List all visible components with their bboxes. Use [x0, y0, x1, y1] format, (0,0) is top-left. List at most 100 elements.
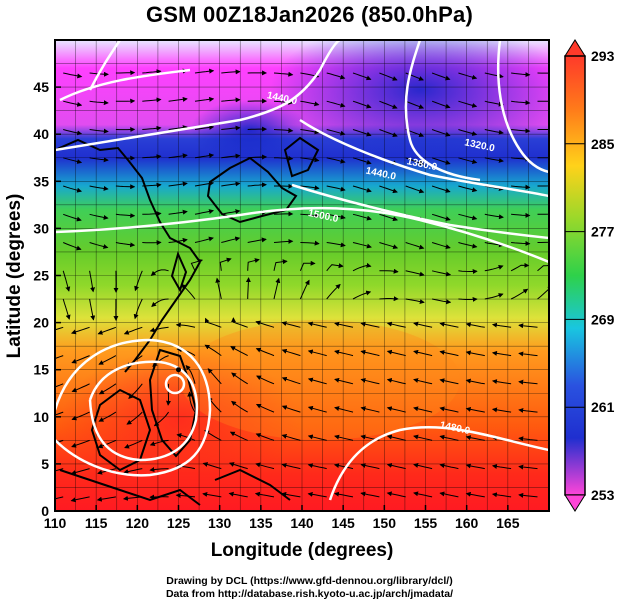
streamline	[299, 260, 316, 271]
streamline	[231, 372, 248, 385]
streamline	[204, 344, 222, 357]
streamline	[89, 100, 109, 106]
streamline	[413, 378, 433, 385]
streamline	[334, 434, 354, 441]
colorbar-tick-label: 285	[591, 136, 615, 152]
streamline	[511, 72, 531, 78]
streamline	[307, 434, 327, 441]
streamline	[458, 157, 478, 165]
streamline	[439, 378, 459, 385]
streamline	[70, 496, 90, 503]
streamline	[413, 491, 433, 498]
streamline	[326, 283, 341, 300]
colorbar-tick-label: 277	[591, 224, 615, 240]
streamline	[537, 213, 549, 215]
streamline	[185, 364, 196, 384]
streamline	[386, 462, 406, 470]
cyclone-center	[176, 367, 181, 373]
streamline	[307, 377, 327, 385]
streamline	[386, 349, 406, 357]
streamline	[484, 265, 504, 272]
streamline	[334, 377, 354, 385]
streamline	[510, 288, 529, 300]
streamline	[221, 69, 241, 75]
streamline	[439, 406, 459, 413]
streamline	[221, 97, 241, 103]
streamline	[115, 184, 136, 190]
streamline	[255, 462, 275, 470]
x-tick-label: 155	[414, 515, 438, 531]
streamline	[221, 153, 241, 159]
streamline	[484, 242, 504, 248]
streamline	[491, 407, 512, 413]
streamline	[71, 411, 90, 421]
streamline	[326, 100, 346, 108]
streamline	[352, 129, 372, 137]
streamline	[491, 379, 512, 385]
streamline	[63, 100, 83, 107]
streamline	[405, 242, 425, 250]
x-tick-label: 110	[44, 515, 67, 531]
streamline	[55, 383, 64, 388]
colorbar-tick-label: 261	[591, 399, 615, 415]
x-tick-label: 120	[126, 515, 150, 531]
streamline	[115, 242, 136, 248]
colorbar-tick-label: 253	[591, 487, 615, 503]
streamline	[142, 211, 162, 217]
y-tick-label: 25	[33, 268, 49, 284]
streamline	[360, 349, 380, 357]
streamline	[491, 492, 512, 498]
streamline	[97, 326, 117, 335]
streamline	[168, 209, 188, 215]
y-tick-label: 45	[33, 79, 49, 95]
streamline	[231, 400, 248, 413]
streamline	[307, 405, 327, 413]
streamline	[333, 491, 354, 498]
streamline	[386, 377, 406, 385]
streamline	[55, 411, 64, 416]
streamline	[360, 377, 380, 385]
streamline	[334, 349, 354, 357]
streamline	[274, 155, 294, 161]
streamline	[221, 125, 241, 131]
x-tick-label: 130	[208, 515, 232, 531]
streamline	[63, 185, 83, 193]
streamline	[431, 100, 451, 109]
streamline	[281, 491, 301, 498]
x-tick-label: 115	[85, 515, 108, 531]
streamline	[465, 350, 485, 357]
streamline	[62, 298, 71, 320]
streamline	[352, 262, 372, 272]
x-axis: 110 115 120 125 130 135 140 145 150 155 160 165	[44, 505, 520, 531]
streamline	[458, 242, 478, 249]
streamline	[537, 241, 549, 243]
streamline	[360, 406, 380, 413]
streamline	[379, 242, 399, 250]
streamline	[124, 439, 143, 449]
streamline	[491, 350, 512, 357]
streamline	[386, 406, 406, 413]
x-tick-label: 135	[249, 515, 273, 531]
x-tick-label: 160	[455, 515, 479, 531]
streamline	[405, 185, 425, 194]
streamline	[115, 213, 136, 219]
streamline	[439, 463, 459, 470]
streamline	[307, 463, 327, 470]
streamline	[458, 72, 478, 80]
streamline	[273, 127, 294, 133]
streamline	[273, 238, 294, 244]
streamline	[55, 355, 64, 360]
streamline	[537, 264, 549, 272]
streamline	[176, 432, 196, 441]
streamline	[221, 236, 241, 243]
colorbar-tick-label: 269	[591, 311, 615, 327]
streamline	[431, 185, 451, 193]
streamline	[194, 209, 215, 215]
streamline	[465, 378, 485, 385]
streamline	[360, 463, 380, 470]
streamline	[484, 100, 504, 107]
streamline	[230, 346, 248, 357]
height-contours	[55, 40, 549, 501]
streamline	[71, 383, 90, 393]
wind-streamlines	[55, 68, 549, 503]
